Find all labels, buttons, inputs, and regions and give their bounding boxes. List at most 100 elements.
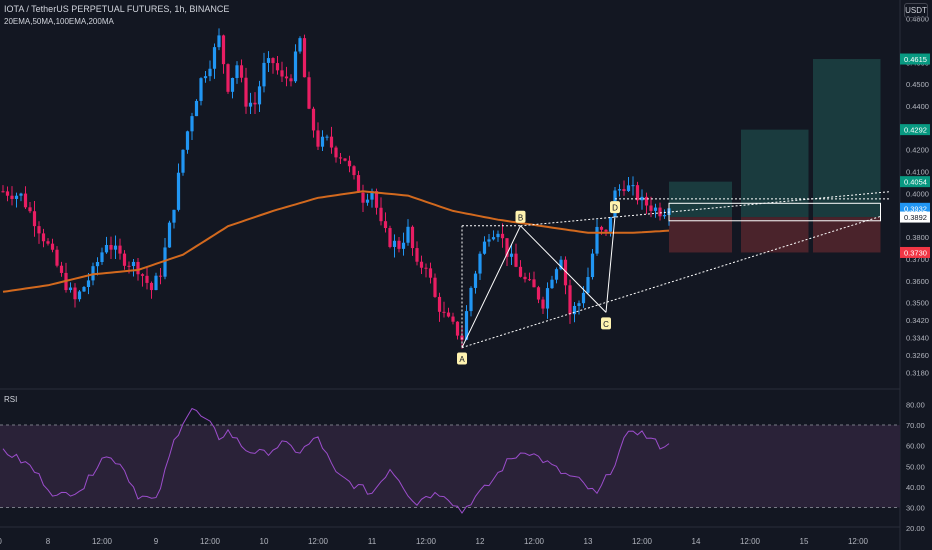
candle [95,257,100,276]
candle-body [401,242,406,249]
candle [410,225,415,256]
candle [37,221,41,244]
price-tick-label: 0.3700 [906,255,929,264]
price-tick-label: 0.4400 [906,102,929,111]
price-tick-label: 0.3500 [906,299,929,308]
candle-body [577,303,581,306]
candle-body [334,147,338,158]
candle [172,209,176,229]
candle-body [181,149,185,173]
candle [298,36,302,54]
price-marker-bg [900,124,930,136]
currency-button[interactable]: USDT [904,3,928,18]
candle [545,282,550,319]
candle [10,186,14,206]
candle-body [158,275,163,277]
candle-body [397,240,401,249]
rsi-tick-label: 60.00 [906,442,925,451]
price-marker-bg [900,211,930,223]
candle-body [73,287,77,300]
candle-body [271,58,275,64]
candle-body [433,277,437,297]
candle [280,61,284,82]
price-marker-text: 0.4292 [904,126,927,135]
candle [595,219,599,256]
candle [28,201,32,214]
candle [208,60,212,82]
candle-body [338,157,343,159]
candle [662,209,667,219]
candle [536,285,541,304]
candle-body [370,191,374,200]
candle [397,236,401,253]
candle [311,106,316,138]
candle-body [563,259,568,286]
time-tick-label: 12:00 [632,537,653,546]
candle [653,203,658,218]
candle [41,228,46,248]
candle [5,186,10,202]
candle-body [275,63,280,71]
candle-body [154,275,158,291]
candle-body [361,192,365,203]
candle-body [505,238,509,257]
candle [523,272,527,283]
candle-body [622,189,626,192]
price-tick-label: 0.4100 [906,168,929,177]
candle-body [131,261,136,267]
candle [509,244,514,266]
time-tick-label: 13 [584,537,593,546]
chart-title: IOTA / TetherUS PERPETUAL FUTURES, 1h, B… [4,4,230,14]
candle-body [343,158,347,161]
candle [424,263,428,278]
candle-body [104,244,109,253]
candle [568,279,572,324]
candle-body [235,65,239,78]
time-tick-label: 12:00 [308,537,329,546]
candle-body [392,240,397,247]
candle-body [541,299,545,309]
candle [658,202,662,221]
pattern-leg-ab [461,225,521,348]
pattern-point-d: D [610,201,620,214]
candle-body [352,166,356,176]
candle-body [406,226,410,243]
candle-body [640,196,644,201]
candle [469,286,473,317]
price-marker-bg [900,53,930,65]
candle-body [226,64,230,92]
pattern-point-c: C [601,317,611,330]
price-tick-label: 0.3260 [906,351,929,360]
candle-body [10,195,14,199]
time-tick-label: 12:00 [200,537,221,546]
candle [46,238,50,246]
candle [635,181,640,205]
candle [104,236,109,254]
candle-body [410,226,415,249]
rsi-tick-label: 20.00 [906,524,925,533]
candle [388,225,392,249]
candle-body [608,217,613,232]
candle-body [347,160,352,167]
candle-body [293,51,298,82]
price-marker-text: 0.4054 [904,178,927,187]
candle-body [217,35,221,48]
candle [50,238,55,253]
candle [590,249,595,280]
pattern-label-d: D [612,204,618,213]
pattern-point-a: A [457,352,467,365]
candle-body [239,65,244,78]
candle-body [230,77,235,92]
candle [149,281,154,299]
candle [532,271,536,288]
candle [320,130,325,152]
candle-body [302,38,307,78]
rsi-tick-label: 80.00 [906,400,925,409]
candle-body [284,76,289,79]
candle-body [149,282,154,291]
price-marker-bg [900,176,930,188]
candle-body [14,195,19,199]
candle-body [167,222,172,248]
candle [14,192,19,208]
